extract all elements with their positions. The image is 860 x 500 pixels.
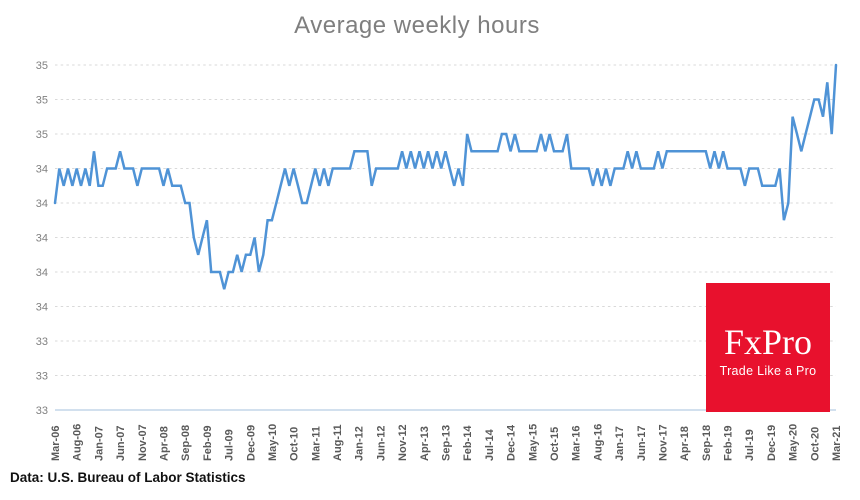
x-tick-label: Jan-07 <box>93 426 105 461</box>
y-axis-tick-labels: 35 35 35 34 34 34 34 34 33 33 33 <box>36 60 48 417</box>
x-tick-label: Sep-08 <box>180 425 192 461</box>
x-tick-label: Aug-11 <box>332 424 344 461</box>
data-series-line <box>53 63 838 290</box>
x-tick-label: Sep-18 <box>701 425 713 461</box>
x-tick-label: Feb-09 <box>202 426 214 461</box>
y-tick-label: 35 <box>36 129 48 141</box>
chart-title: Average weekly hours <box>294 12 540 39</box>
x-tick-label: Apr-13 <box>419 426 431 461</box>
x-tick-label: Jan-12 <box>354 426 366 461</box>
x-tick-label: Jun-17 <box>636 426 648 461</box>
x-tick-label: Aug-16 <box>592 424 604 461</box>
y-tick-label: 34 <box>36 267 48 279</box>
x-tick-label: Apr-18 <box>679 426 691 461</box>
y-tick-label: 33 <box>36 405 48 417</box>
fxpro-logo: FxPro Trade Like a Pro <box>706 283 830 412</box>
x-tick-label: May-15 <box>527 424 539 461</box>
x-tick-label: Jul-19 <box>744 429 756 461</box>
x-tick-label: Jun-07 <box>115 426 127 461</box>
x-tick-label: Dec-19 <box>766 425 778 461</box>
y-tick-label: 33 <box>36 371 48 383</box>
x-tick-label: Apr-08 <box>159 426 171 461</box>
y-tick-label: 34 <box>36 233 48 245</box>
x-tick-label: Dec-09 <box>245 425 257 461</box>
x-tick-label: May-10 <box>267 424 279 461</box>
x-tick-label: Jul-09 <box>224 429 236 461</box>
x-tick-label: Jul-14 <box>484 428 496 461</box>
x-tick-label: Mar-06 <box>50 426 62 461</box>
x-tick-label: Feb-19 <box>723 426 735 461</box>
x-axis-tick-labels: Mar-06 Aug-06 Jan-07 Jun-07 Nov-07 Apr-08 Sep-… <box>50 424 843 461</box>
y-tick-label: 34 <box>36 302 48 314</box>
fxpro-logo-tagline: Trade Like a Pro <box>719 363 817 378</box>
x-tick-label: Nov-12 <box>397 424 409 461</box>
x-tick-label: Oct-10 <box>289 427 301 461</box>
x-tick-label: Nov-17 <box>657 424 669 461</box>
y-tick-label: 34 <box>36 164 48 176</box>
x-tick-label: Feb-14 <box>462 425 474 461</box>
x-tick-label: Mar-16 <box>571 426 583 461</box>
x-tick-label: Jun-12 <box>375 426 387 461</box>
x-tick-label: Dec-14 <box>506 424 518 461</box>
fxpro-logo-wordmark: FxPro <box>723 321 813 362</box>
x-tick-label: Sep-13 <box>441 425 453 461</box>
x-tick-label: Mar-11 <box>310 426 322 461</box>
x-tick-label: Jan-17 <box>614 426 626 461</box>
x-tick-label: Mar-21 <box>831 426 843 461</box>
y-tick-label: 34 <box>36 198 48 210</box>
x-tick-label: Oct-15 <box>549 427 561 461</box>
x-tick-label: Nov-07 <box>137 424 149 461</box>
x-tick-label: May-20 <box>788 424 800 461</box>
x-tick-label: Aug-06 <box>72 424 84 461</box>
y-tick-label: 35 <box>36 60 48 72</box>
gridlines <box>55 64 836 411</box>
y-tick-label: 35 <box>36 95 48 107</box>
y-tick-label: 33 <box>36 336 48 348</box>
x-tick-label: Oct-20 <box>809 427 821 461</box>
data-source-caption: Data: U.S. Bureau of Labor Statistics <box>10 470 246 485</box>
